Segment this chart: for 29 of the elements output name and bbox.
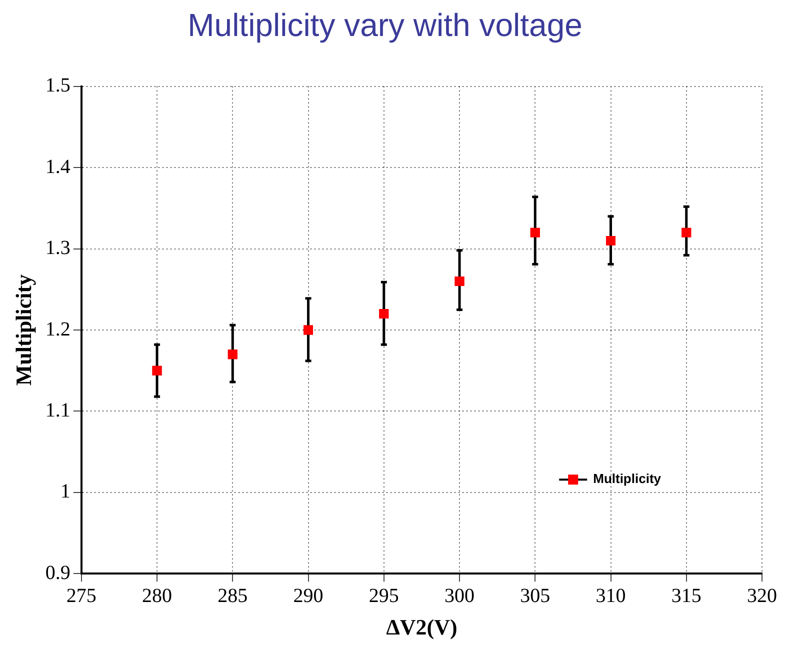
x-tick-label: 285	[218, 584, 248, 607]
y-tick-label: 1.5	[45, 74, 70, 97]
x-tick-label: 295	[368, 584, 399, 607]
x-tick-label: 310	[596, 584, 626, 607]
x-tick-label: 320	[747, 584, 777, 607]
point	[530, 228, 540, 238]
x-tick-label: 280	[142, 584, 172, 607]
point	[606, 236, 616, 246]
point	[304, 325, 314, 335]
point	[454, 276, 464, 286]
x-tick-label: 275	[66, 584, 96, 607]
x-tick-label: 315	[671, 584, 702, 607]
y-tick-label: 1.3	[45, 237, 70, 260]
y-tick-label: 1	[60, 480, 70, 503]
y-tick-label: 0.9	[45, 562, 70, 584]
x-tick-label: 300	[444, 584, 475, 607]
x-axis-title: ΔV2(V)	[386, 614, 458, 640]
point	[379, 309, 389, 319]
y-tick-label: 1.2	[45, 318, 70, 340]
point	[228, 350, 238, 360]
point	[152, 366, 162, 376]
legend-label: Multiplicity	[593, 471, 662, 486]
x-tick-label: 290	[293, 584, 324, 607]
y-axis-title: Multiplicity	[10, 274, 36, 386]
y-tick-label: 1.1	[45, 399, 70, 422]
x-tick-label: 305	[520, 584, 550, 607]
y-tick-label: 1.4	[45, 156, 70, 178]
point	[682, 228, 692, 238]
chart-title: Multiplicity vary with voltage	[188, 7, 582, 44]
